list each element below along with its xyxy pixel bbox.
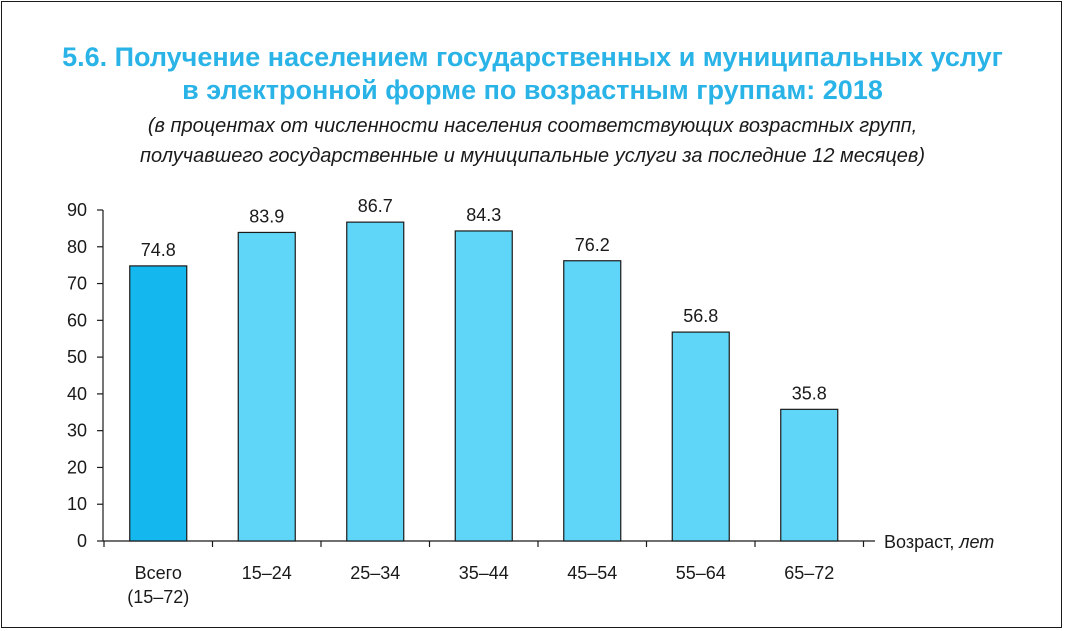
x-category-label: Всего bbox=[135, 563, 182, 583]
y-tick-label: 80 bbox=[67, 237, 87, 257]
y-tick-label: 60 bbox=[67, 310, 87, 330]
x-category-label: (15–72) bbox=[127, 587, 189, 607]
chart-subtitle-line1: (в процентах от численности населения со… bbox=[147, 115, 918, 137]
bar-value-label: 35.8 bbox=[792, 383, 827, 403]
y-tick-label: 90 bbox=[67, 200, 87, 220]
y-tick-label: 20 bbox=[67, 457, 87, 477]
bar-value-label: 83.9 bbox=[249, 206, 284, 226]
x-category-label: 15–24 bbox=[242, 563, 292, 583]
bar-value-label: 56.8 bbox=[683, 306, 718, 326]
y-tick-label: 70 bbox=[67, 274, 87, 294]
bar bbox=[346, 221, 405, 542]
bar bbox=[563, 260, 622, 542]
chart-title-line1: 5.6. Получение населением государственны… bbox=[62, 42, 1003, 72]
y-tick-label: 50 bbox=[67, 347, 87, 367]
x-axis-unit: лет bbox=[958, 532, 994, 552]
y-tick-label: 10 bbox=[67, 494, 87, 514]
y-tick-label: 30 bbox=[67, 421, 87, 441]
y-tick-label: 0 bbox=[77, 531, 87, 551]
bar-value-label: 74.8 bbox=[141, 240, 176, 260]
bar bbox=[454, 230, 513, 542]
x-category-label: 25–34 bbox=[350, 563, 400, 583]
y-tick-label: 40 bbox=[67, 384, 87, 404]
bar-value-label: 84.3 bbox=[466, 205, 501, 225]
bar-value-label: 76.2 bbox=[575, 235, 610, 255]
chart-subtitle-line2: получавшего государственные и муниципаль… bbox=[140, 145, 925, 167]
x-category-label: 65–72 bbox=[784, 563, 834, 583]
bar bbox=[671, 331, 730, 542]
chart-title-line2: в электронной форме по возрастным группа… bbox=[182, 75, 883, 105]
bar bbox=[780, 408, 839, 542]
x-category-label: 35–44 bbox=[459, 563, 509, 583]
x-axis-label: Возраст, лет bbox=[884, 532, 994, 552]
x-category-label: 55–64 bbox=[676, 563, 726, 583]
bar-value-label: 86.7 bbox=[358, 196, 393, 216]
x-category-label: 45–54 bbox=[567, 563, 617, 583]
bar bbox=[237, 231, 296, 542]
bar bbox=[129, 265, 188, 542]
